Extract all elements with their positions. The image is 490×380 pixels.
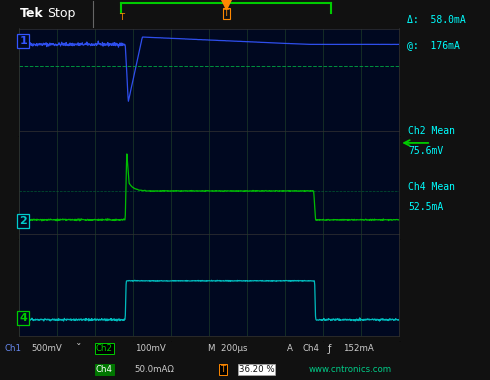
Text: 152mA: 152mA [343, 344, 374, 353]
Text: A: A [287, 344, 293, 353]
Text: 52.5mA: 52.5mA [408, 202, 443, 212]
Text: @:  176mA: @: 176mA [407, 40, 460, 51]
Text: 75.6mV: 75.6mV [408, 146, 443, 156]
Text: T: T [223, 9, 229, 18]
Text: Δ:  58.0mA: Δ: 58.0mA [407, 15, 466, 25]
Text: www.cntronics.com: www.cntronics.com [309, 364, 392, 374]
Text: 100mV: 100mV [135, 344, 166, 353]
Text: ƒ: ƒ [327, 344, 331, 353]
Text: Ch1: Ch1 [5, 344, 22, 353]
Text: Ch4 Mean: Ch4 Mean [408, 182, 455, 192]
Text: 50.0mAΩ: 50.0mAΩ [135, 364, 174, 374]
Text: 1: 1 [19, 36, 27, 46]
Text: 2: 2 [19, 216, 27, 226]
Text: Ch4: Ch4 [303, 344, 320, 353]
Text: T: T [220, 364, 226, 374]
Text: 500mV: 500mV [32, 344, 63, 353]
Text: 4: 4 [19, 313, 27, 323]
Text: M  200μs: M 200μs [208, 344, 248, 353]
Text: T: T [119, 13, 124, 22]
Text: Ch4: Ch4 [96, 364, 113, 374]
Text: Tek: Tek [20, 7, 44, 20]
Text: ˇ: ˇ [76, 344, 81, 353]
Text: Stop: Stop [47, 7, 75, 20]
Text: Ch2 Mean: Ch2 Mean [408, 126, 455, 136]
Text: 36.20 %: 36.20 % [239, 364, 274, 374]
Text: Ch2: Ch2 [96, 344, 113, 353]
